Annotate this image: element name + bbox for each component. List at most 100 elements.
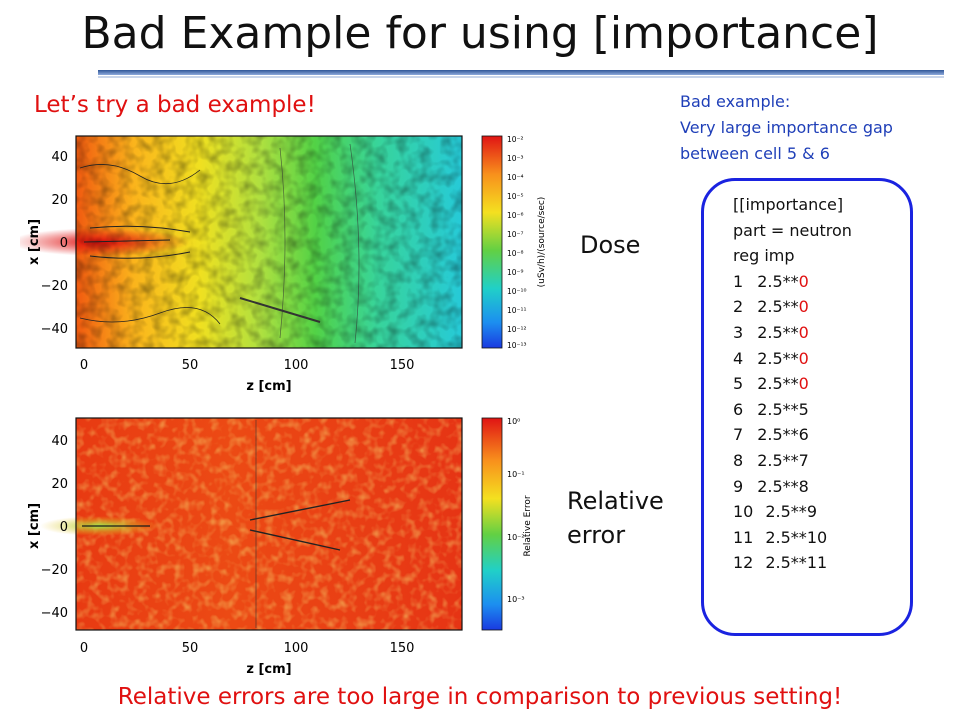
code-header-line: part = neutron (733, 220, 852, 240)
colorbar-tick-label: 10⁻³ (507, 595, 525, 604)
code-row: 9 2.5**8 (733, 474, 852, 500)
code-row: 12 2.5**11 (733, 550, 852, 576)
colorbar-tick-label: 10⁻³ (507, 154, 524, 163)
colorbar (481, 417, 503, 631)
region-number: 9 (733, 476, 744, 496)
note-text: Bad example: Very large importance gap b… (680, 89, 893, 167)
y-tick-label: 0 (60, 236, 68, 251)
code-row: 1 2.5**0 (733, 269, 852, 295)
slide-title: Bad Example for using [importance] (81, 8, 879, 59)
region-number: 6 (733, 399, 744, 419)
relative-error-plot: 40 20 0 −20 −40 0 50 100 150 z [cm] x [c… (27, 417, 533, 677)
code-rows: 1 2.5**0 2 2.5**0 3 2.5**0 4 2.5**0 5 2.5**0 6 2.5*… (733, 269, 852, 576)
x-axis-label: z [cm] (246, 662, 291, 677)
importance-exponent: 8 (798, 476, 809, 496)
code-row: 4 2.5**0 (733, 346, 852, 372)
title-underline (98, 70, 944, 75)
region-number: 12 (733, 553, 754, 573)
colorbar-tick-label: 10⁻⁹ (507, 268, 524, 277)
importance-exponent: 0 (798, 271, 809, 291)
region-number: 1 (733, 271, 744, 291)
region-number: 2 (733, 297, 744, 317)
importance-exponent: 0 (798, 348, 809, 368)
colorbar (481, 135, 503, 349)
note-line: Bad example: (680, 92, 791, 111)
importance-base: 2.5** (765, 527, 807, 547)
dose-plot: 40 20 0 −20 −40 0 50 100 150 z [cm] x [c… (20, 135, 547, 394)
colorbar-tick-label: 10⁻¹¹ (507, 306, 527, 315)
importance-exponent: 0 (798, 322, 809, 342)
code-row: 11 2.5**10 (733, 525, 852, 551)
x-tick-label: 150 (390, 641, 415, 656)
x-tick-label: 100 (284, 358, 309, 373)
importance-exponent: 6 (798, 425, 809, 445)
title-underline-shadow (98, 76, 944, 78)
x-tick-label: 100 (284, 641, 309, 656)
y-tick-label: 40 (51, 434, 68, 449)
note-line: Very large importance gap (680, 118, 893, 137)
x-tick-label: 0 (80, 641, 88, 656)
x-tick-label: 50 (182, 358, 199, 373)
code-row: 2 2.5**0 (733, 294, 852, 320)
importance-base: 2.5** (765, 502, 807, 522)
importance-exponent: 10 (806, 527, 828, 547)
code-row: 5 2.5**0 (733, 371, 852, 397)
y-tick-label: 0 (60, 520, 68, 535)
note-line: between cell 5 & 6 (680, 144, 830, 163)
x-tick-label: 0 (80, 358, 88, 373)
code-row: 10 2.5**9 (733, 499, 852, 525)
x-tick-label: 150 (390, 358, 415, 373)
colorbar-ticks: 10⁰ 10⁻¹ 10⁻² 10⁻³ (507, 417, 525, 604)
importance-base: 2.5** (757, 348, 799, 368)
code-row: 7 2.5**6 (733, 422, 852, 448)
dose-label: Dose (580, 231, 641, 259)
code-row: 3 2.5**0 (733, 320, 852, 346)
region-number: 10 (733, 502, 754, 522)
y-tick-label: −40 (41, 606, 68, 621)
relative-error-label-line: error (567, 521, 626, 549)
importance-base: 2.5** (757, 322, 799, 342)
y-tick-label: 20 (51, 193, 68, 208)
region-number: 4 (733, 348, 744, 368)
importance-base: 2.5** (757, 374, 799, 394)
region-number: 3 (733, 322, 744, 342)
colorbar-tick-label: 10⁻¹² (507, 325, 527, 334)
relative-error-label-line: Relative (567, 487, 664, 515)
importance-code: [[importance] part = neutron reg imp 1 2.… (733, 192, 852, 576)
relative-error-label: Relative error (567, 484, 664, 552)
region-number: 5 (733, 374, 744, 394)
subtitle: Let’s try a bad example! (34, 92, 316, 118)
colorbar-ticks: 10⁻² 10⁻³ 10⁻⁴ 10⁻⁵ 10⁻⁶ 10⁻⁷ 10⁻⁸ 10⁻⁹ … (507, 135, 527, 350)
y-tick-label: 20 (51, 477, 68, 492)
importance-base: 2.5** (757, 297, 799, 317)
colorbar-tick-label: 10⁰ (507, 417, 520, 426)
x-tick-label: 50 (182, 641, 199, 656)
code-header-line: reg imp (733, 246, 795, 266)
importance-exponent: 7 (798, 450, 809, 470)
colorbar-tick-label: 10⁻² (507, 135, 524, 144)
colorbar-tick-label: 10⁻⁵ (507, 192, 524, 201)
importance-base: 2.5** (757, 425, 799, 445)
colorbar-tick-label: 10⁻¹³ (507, 341, 527, 350)
code-header-line: [[importance] (733, 195, 844, 214)
colorbar-tick-label: 10⁻¹⁰ (507, 287, 527, 296)
region-number: 7 (733, 425, 744, 445)
y-tick-label: −40 (41, 322, 68, 337)
importance-base: 2.5** (765, 553, 807, 573)
importance-exponent: 0 (798, 297, 809, 317)
y-tick-label: 40 (51, 150, 68, 165)
importance-code-box (701, 178, 913, 636)
importance-exponent: 0 (798, 374, 809, 394)
region-number: 11 (733, 527, 754, 547)
y-axis-label: x [cm] (27, 503, 42, 549)
x-axis-label: z [cm] (246, 379, 291, 394)
colorbar-tick-label: 10⁻⁴ (507, 173, 524, 182)
code-row: 8 2.5**7 (733, 448, 852, 474)
colorbar-tick-label: 10⁻⁷ (507, 230, 524, 239)
colorbar-tick-label: 10⁻⁶ (507, 211, 524, 220)
importance-base: 2.5** (757, 450, 799, 470)
importance-exponent: 11 (806, 553, 828, 573)
footer-message: Relative errors are too large in compari… (117, 684, 843, 710)
colorbar-label: Relative Error (523, 495, 533, 556)
y-tick-label: −20 (41, 279, 68, 294)
